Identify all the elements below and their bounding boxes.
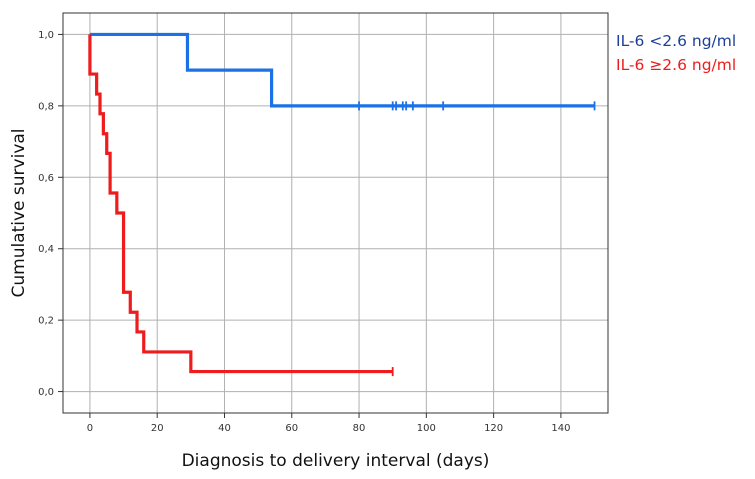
plot-frame <box>62 12 609 414</box>
y-tick-label: 0,8 <box>38 101 54 112</box>
x-axis-title: Diagnosis to delivery interval (days) <box>182 451 490 471</box>
x-tick-label: 20 <box>151 423 164 434</box>
series-1-curve <box>88 34 393 374</box>
y-axis-title: Cumulative survival <box>9 128 29 297</box>
y-tick-label: 1,0 <box>38 30 54 41</box>
x-tick-label: 40 <box>218 423 231 434</box>
x-tick-label: 0 <box>87 423 93 434</box>
legend-entry-1: IL-6 ≥2.6 ng/ml <box>616 56 736 74</box>
y-tick-label: 0,4 <box>38 244 54 255</box>
x-tick-label: 140 <box>551 423 570 434</box>
legend: IL-6 <2.6 ng/ml IL-6 ≥2.6 ng/ml <box>616 32 736 74</box>
y-tick-label: 0,6 <box>38 173 54 184</box>
x-tick-label: 120 <box>484 423 503 434</box>
grid-lines <box>63 13 608 413</box>
series-1 <box>88 34 394 377</box>
x-tick-label: 60 <box>285 423 298 434</box>
x-tick-label: 100 <box>417 423 436 434</box>
y-tick-label: 0,2 <box>38 316 54 327</box>
y-tick-label: 0,0 <box>38 387 54 398</box>
plot-area <box>63 13 608 413</box>
series-layer <box>88 32 596 377</box>
legend-entry-0: IL-6 <2.6 ng/ml <box>616 32 736 50</box>
x-tick-label: 80 <box>353 423 366 434</box>
axes: 0 20 40 60 80 100 120 140 0,0 0,2 0,4 0,6 0,8 1,0 <box>38 12 609 434</box>
series-0 <box>89 32 596 111</box>
series-0-curve <box>89 32 595 108</box>
